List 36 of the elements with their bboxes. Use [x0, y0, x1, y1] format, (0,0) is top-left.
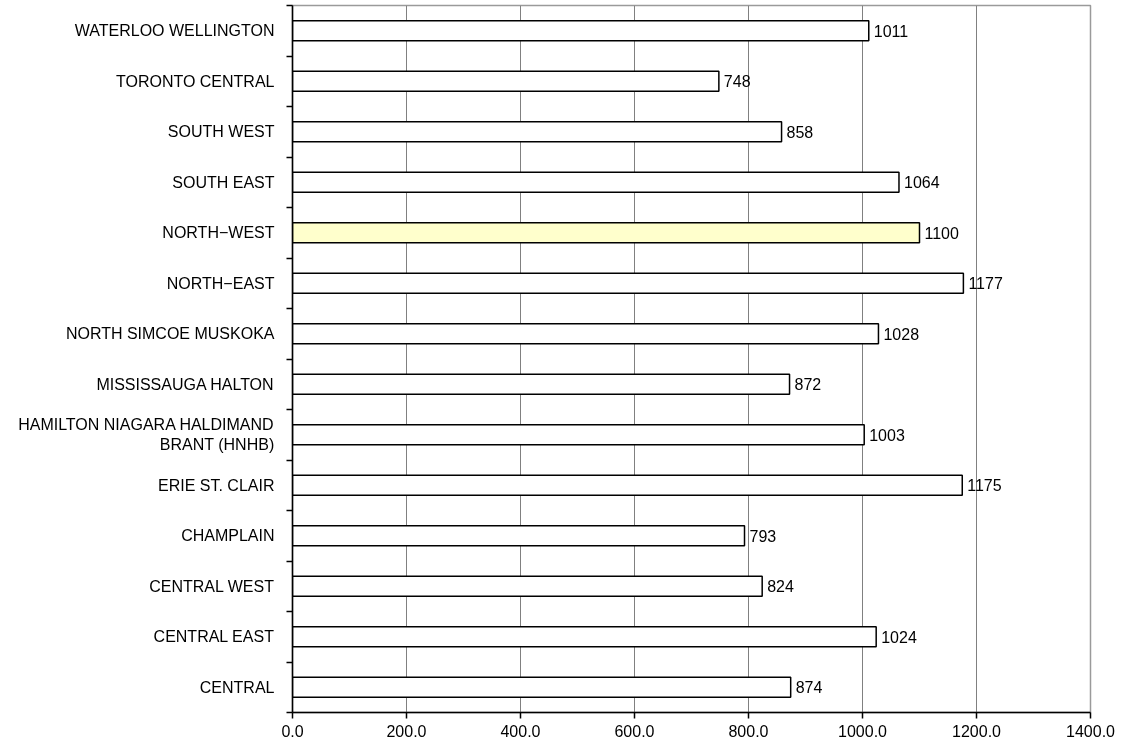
y-tick-label: SOUTH WEST	[167, 123, 275, 141]
x-tick-label: 0.0	[281, 722, 304, 740]
data-label: 793	[749, 527, 777, 545]
x-tick-label: 400.0	[500, 722, 541, 740]
data-label: 1100	[924, 224, 960, 242]
data-label: 872	[794, 376, 822, 394]
y-tick-label: WATERLOO WELLINGTON	[74, 22, 275, 40]
data-label: 748	[723, 73, 751, 91]
x-tick-label: 800.0	[728, 722, 769, 740]
y-tick-label: ERIE ST. CLAIR	[158, 476, 275, 494]
data-label: 1175	[967, 477, 1002, 495]
y-tick-label: CHAMPLAIN	[181, 527, 275, 545]
y-tick-label: SOUTH EAST	[172, 173, 275, 191]
y-tick-label: CENTRAL EAST	[153, 628, 275, 646]
y-tick-label: MISSISSAUGA HALTON	[96, 375, 274, 393]
data-label: 824	[767, 578, 794, 596]
data-label: 1028	[883, 325, 920, 343]
x-tick-label: 1200.0	[952, 722, 1002, 740]
data-label: 1024	[881, 628, 917, 646]
data-label: 1003	[869, 426, 905, 444]
data-label: 874	[795, 679, 823, 697]
x-tick-label: 1400.0	[1066, 722, 1116, 740]
y-tick-label: NORTH SIMCOE MUSKOKA	[65, 325, 275, 343]
y-tick-label: CENTRAL WEST	[149, 577, 275, 595]
y-tick-label: CENTRAL	[199, 678, 275, 696]
x-tick-label: 1000.0	[838, 722, 888, 740]
y-tick-label: HAMILTON NIAGARA HALDIMAND BRANT (HNHB)	[18, 416, 275, 454]
x-tick-label: 200.0	[386, 722, 427, 740]
data-label: 1064	[903, 174, 940, 192]
y-tick-label: NORTH−WEST	[162, 224, 275, 242]
data-label: 1177	[968, 275, 1003, 293]
data-label: 1011	[873, 22, 909, 40]
data-label: 858	[786, 123, 814, 141]
y-tick-label: NORTH−EAST	[166, 274, 275, 292]
y-tick-label: TORONTO CENTRAL	[115, 72, 275, 90]
x-tick-label: 600.0	[614, 722, 655, 740]
